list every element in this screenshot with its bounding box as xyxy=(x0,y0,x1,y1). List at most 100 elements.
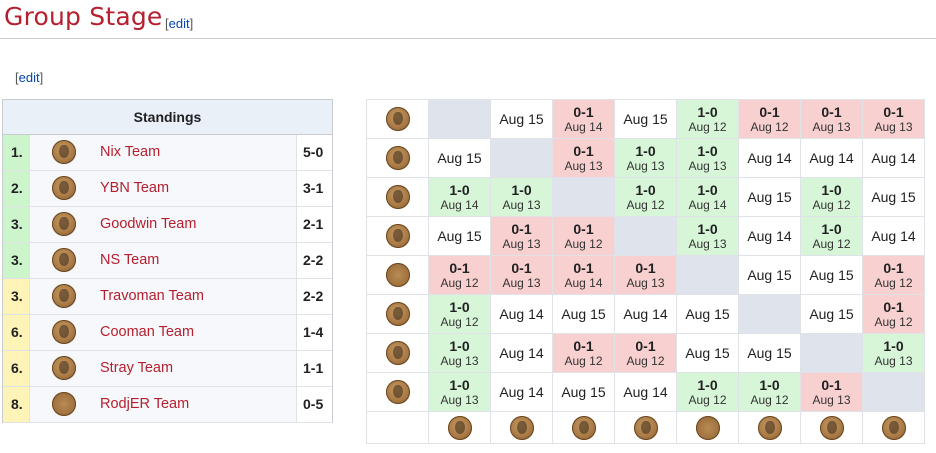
team-logo-icon[interactable] xyxy=(52,140,76,169)
page-title: Group Stage xyxy=(4,2,163,31)
match-date: Aug 14 xyxy=(440,197,479,212)
section-heading: Group Stage [edit] xyxy=(0,0,936,39)
crosstable-row: 1-0 Aug 12 Aug 14 Aug 15 Aug 14 Aug 15 Aug 15 0… xyxy=(366,294,925,334)
match-date: Aug 15 xyxy=(747,267,792,283)
row-team-logo-icon[interactable] xyxy=(366,99,429,139)
row-team-logo-icon[interactable] xyxy=(366,255,429,295)
match-win-cell: 1-0 Aug 14 xyxy=(676,177,739,217)
row-team-logo-icon[interactable] xyxy=(366,138,429,178)
scheduled-match-cell: Aug 14 xyxy=(614,372,677,412)
team-name-link[interactable]: Travoman Team xyxy=(100,288,204,304)
standings-rank: 6. xyxy=(3,315,30,350)
team-logo-icon[interactable] xyxy=(52,176,76,205)
match-loss-cell: 0-1 Aug 12 xyxy=(552,216,615,256)
match-date: Aug 15 xyxy=(499,111,544,127)
match-loss-cell: 0-1 Aug 12 xyxy=(738,99,801,139)
team-name-link[interactable]: Nix Team xyxy=(100,144,161,160)
crosstable: Aug 15 0-1 Aug 14 Aug 15 1-0 Aug 12 0-1 Aug 12 0… xyxy=(366,99,925,444)
match-date: Aug 13 xyxy=(812,119,851,134)
match-win-cell: 1-0 Aug 12 xyxy=(614,177,677,217)
match-date: Aug 15 xyxy=(871,189,916,205)
match-score: 1-0 xyxy=(697,142,718,159)
crosstable-footer-row xyxy=(366,411,925,444)
team-name-link[interactable]: Cooman Team xyxy=(100,324,195,340)
row-team-logo-icon[interactable] xyxy=(366,177,429,217)
column-team-logo-icon[interactable] xyxy=(676,411,739,444)
team-name-link[interactable]: YBN Team xyxy=(100,180,170,196)
match-date: Aug 15 xyxy=(809,267,854,283)
match-score: 1-0 xyxy=(635,142,656,159)
match-date: Aug 13 xyxy=(874,353,913,368)
standings-team-cell: Stray Team xyxy=(30,351,297,386)
team-logo-icon[interactable] xyxy=(52,284,76,313)
standings-rank: 8. xyxy=(3,387,30,422)
standings-team-cell: NS Team xyxy=(30,243,297,278)
standings-score: 2-2 xyxy=(303,252,324,268)
column-team-logo-icon[interactable] xyxy=(738,411,801,444)
row-team-logo-icon[interactable] xyxy=(366,333,429,373)
match-win-cell: 1-0 Aug 12 xyxy=(428,294,491,334)
scheduled-match-cell: Aug 14 xyxy=(490,333,553,373)
crosstable-row: Aug 15 0-1 Aug 13 1-0 Aug 13 1-0 Aug 13 Aug 14 A… xyxy=(366,138,925,178)
team-logo-icon[interactable] xyxy=(52,320,76,349)
match-date: Aug 15 xyxy=(561,384,606,400)
team-name-link[interactable]: RodjER Team xyxy=(100,396,190,412)
column-team-logo-icon[interactable] xyxy=(428,411,491,444)
match-score: 0-1 xyxy=(821,376,842,393)
column-team-logo-icon[interactable] xyxy=(552,411,615,444)
match-loss-cell: 0-1 Aug 13 xyxy=(490,255,553,295)
column-team-logo-icon[interactable] xyxy=(800,411,863,444)
match-date: Aug 12 xyxy=(874,275,913,290)
standings-row: 6. Stray Team 1-1 xyxy=(3,351,332,387)
column-team-logo-icon[interactable] xyxy=(862,411,925,444)
team-logo-icon[interactable] xyxy=(52,356,76,385)
column-team-logo-icon[interactable] xyxy=(490,411,553,444)
corner-cell xyxy=(366,411,429,444)
match-win-cell: 1-0 Aug 14 xyxy=(428,177,491,217)
row-team-logo-icon[interactable] xyxy=(366,372,429,412)
match-date: Aug 12 xyxy=(626,353,665,368)
heading-edit-link[interactable]: edit xyxy=(168,16,190,31)
row-team-logo-icon[interactable] xyxy=(366,216,429,256)
match-date: Aug 14 xyxy=(871,150,916,166)
match-score: 1-0 xyxy=(821,181,842,198)
match-date: Aug 13 xyxy=(812,392,851,407)
team-logo-icon[interactable] xyxy=(52,392,76,421)
team-logo-icon[interactable] xyxy=(52,248,76,277)
match-loss-cell: 0-1 Aug 13 xyxy=(614,255,677,295)
row-team-logo-icon[interactable] xyxy=(366,294,429,334)
section-edit-link[interactable]: edit xyxy=(18,70,40,85)
match-date: Aug 13 xyxy=(688,236,727,251)
match-date: Aug 13 xyxy=(874,119,913,134)
standings-rank: 3. xyxy=(3,243,30,278)
match-date: Aug 14 xyxy=(871,228,916,244)
standings-row: 3. Travoman Team 2-2 xyxy=(3,279,332,315)
column-team-logo-icon[interactable] xyxy=(614,411,677,444)
match-score: 1-0 xyxy=(449,337,470,354)
diagonal-cell xyxy=(428,99,491,139)
match-date: Aug 15 xyxy=(437,228,482,244)
match-date: Aug 12 xyxy=(750,392,789,407)
standings-team-cell: Nix Team xyxy=(30,135,297,170)
standings-row: 1. Nix Team 5-0 xyxy=(3,135,332,171)
standings-rank: 3. xyxy=(3,207,30,242)
crosstable-row: 1-0 Aug 14 1-0 Aug 13 1-0 Aug 12 1-0 Aug 14 Aug … xyxy=(366,177,925,217)
match-score: 1-0 xyxy=(821,220,842,237)
team-name-link[interactable]: NS Team xyxy=(100,252,160,268)
match-date: Aug 12 xyxy=(626,197,665,212)
match-date: Aug 15 xyxy=(437,150,482,166)
match-loss-cell: 0-1 Aug 12 xyxy=(552,333,615,373)
team-logo-icon[interactable] xyxy=(52,212,76,241)
match-date: Aug 14 xyxy=(623,306,668,322)
team-name-link[interactable]: Stray Team xyxy=(100,360,174,376)
standings-team-cell: Cooman Team xyxy=(30,315,297,350)
team-name-link[interactable]: Goodwin Team xyxy=(100,216,197,232)
scheduled-match-cell: Aug 15 xyxy=(800,255,863,295)
scheduled-match-cell: Aug 14 xyxy=(738,138,801,178)
scheduled-match-cell: Aug 14 xyxy=(800,138,863,178)
match-score: 0-1 xyxy=(883,103,904,120)
crosstable-row: 1-0 Aug 13 Aug 14 0-1 Aug 12 0-1 Aug 12 Aug 15 A… xyxy=(366,333,925,373)
standings-row: 2. YBN Team 3-1 xyxy=(3,171,332,207)
match-date: Aug 12 xyxy=(688,119,727,134)
crosstable-row: 0-1 Aug 12 0-1 Aug 13 0-1 Aug 14 0-1 Aug 13 Aug … xyxy=(366,255,925,295)
